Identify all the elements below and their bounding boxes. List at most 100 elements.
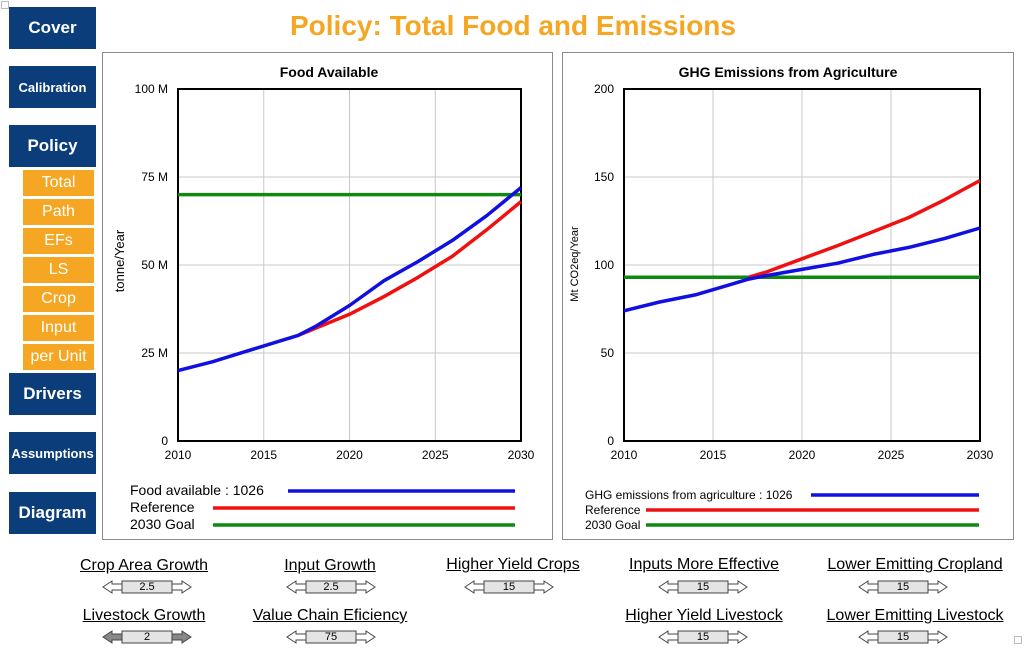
series-line-reference — [297, 200, 523, 338]
slider-value: 15 — [896, 631, 910, 643]
x-tick-label: 2010 — [611, 448, 638, 462]
legend-label: GHG emissions from agriculture : 1026 — [585, 488, 793, 502]
slider-value: 15 — [696, 581, 710, 593]
policy-slider[interactable]: 15 — [858, 630, 948, 644]
slider-track[interactable] — [858, 580, 948, 594]
slider-thumb — [305, 580, 357, 594]
x-tick-label: 2020 — [336, 448, 363, 462]
slider-right-arrow-icon — [727, 630, 748, 644]
window-corner-marker — [1014, 636, 1022, 644]
policy-slider[interactable]: 15 — [658, 630, 748, 644]
chart-title: GHG Emissions from Agriculture — [679, 64, 898, 80]
nav-assumptions-button[interactable]: Assumptions — [9, 432, 96, 474]
slider-value: 75 — [324, 631, 338, 643]
ghg-emissions-chart-panel: GHG Emissions from Agriculture 2010 2015 20… — [562, 52, 1014, 540]
plot-frame — [177, 88, 522, 442]
policy-sub-crop[interactable]: Crop — [23, 286, 94, 312]
policy-slider[interactable]: 75 — [286, 630, 376, 644]
slider-thumb — [121, 630, 173, 644]
slider-track[interactable] — [286, 580, 376, 594]
y-tick-label: 75 M — [141, 170, 168, 184]
slider-value: 2.5 — [139, 581, 155, 593]
food-available-chart: Food Available 2010 2015 2020 2025 2030 0 25 M 5… — [112, 64, 535, 532]
y-tick-label: 50 — [601, 346, 615, 360]
slider-thumb — [677, 630, 729, 644]
policy-slider[interactable]: 15 — [658, 580, 748, 594]
series-line-model — [177, 186, 523, 373]
slider-label: Higher Yield Crops — [446, 556, 580, 573]
slider-label: Livestock Growth — [82, 607, 206, 624]
y-tick-label: 50 M — [141, 258, 168, 272]
policy-sub-ls[interactable]: LS — [23, 257, 94, 283]
window-corner-marker — [1, 1, 9, 9]
slider-track[interactable] — [658, 630, 748, 644]
x-tick-label: 2015 — [250, 448, 277, 462]
slider-right-arrow-icon — [533, 580, 554, 594]
slider-track[interactable] — [286, 630, 376, 644]
slider-left-arrow-icon — [658, 580, 679, 594]
legend-label: Food available : 1026 — [130, 482, 264, 498]
y-axis-label: tonne/Year — [112, 229, 127, 292]
slider-track[interactable] — [658, 580, 748, 594]
chart-title: Food Available — [280, 64, 379, 80]
y-tick-label: 0 — [607, 434, 614, 448]
policy-sub-total[interactable]: Total — [23, 170, 94, 196]
y-tick-label: 25 M — [141, 346, 168, 360]
slider-left-arrow-icon — [102, 580, 123, 594]
slider-left-arrow-icon — [286, 630, 307, 644]
nav-diagram-button[interactable]: Diagram — [9, 492, 96, 534]
policy-slider[interactable]: 2.5 — [102, 580, 192, 594]
y-tick-label: 0 — [161, 434, 168, 448]
slider-label: Higher Yield Livestock — [625, 607, 783, 624]
y-tick-label: 100 — [594, 258, 614, 272]
slider-right-arrow-icon — [927, 630, 948, 644]
x-tick-label: 2020 — [789, 448, 816, 462]
policy-sub-efs[interactable]: EFs — [23, 228, 94, 254]
slider-track[interactable] — [464, 580, 554, 594]
policy-sub-per-unit[interactable]: per Unit — [23, 344, 94, 370]
nav-cover-button[interactable]: Cover — [9, 7, 96, 49]
policy-slider[interactable]: 15 — [858, 580, 948, 594]
slider-right-arrow-icon — [927, 580, 948, 594]
ghg-emissions-chart: GHG Emissions from Agriculture 2010 2015 20… — [569, 64, 994, 532]
food-available-chart-panel: Food Available 2010 2015 2020 2025 2030 0 25 M 5… — [102, 52, 553, 540]
policy-slider[interactable]: 2 — [102, 630, 192, 644]
legend-label: 2030 Goal — [585, 518, 640, 532]
page-title: Policy: Total Food and Emissions — [290, 10, 736, 41]
slider-right-arrow-icon — [171, 630, 192, 644]
y-tick-label: 150 — [594, 170, 614, 184]
policy-sub-input[interactable]: Input — [23, 315, 94, 341]
series-line-reference — [748, 178, 981, 279]
x-tick-label: 2025 — [422, 448, 449, 462]
slider-label: Value Chain Eficiency — [252, 607, 408, 624]
slider-value: 15 — [696, 631, 710, 643]
slider-left-arrow-icon — [464, 580, 485, 594]
slider-track[interactable] — [102, 630, 192, 644]
legend-label: Reference — [585, 503, 641, 517]
nav-policy-button[interactable]: Policy — [9, 125, 96, 167]
slider-thumb — [877, 580, 929, 594]
slider-right-arrow-icon — [727, 580, 748, 594]
nav-calibration-button[interactable]: Calibration — [9, 66, 96, 108]
slider-right-arrow-icon — [355, 630, 376, 644]
slider-label: Inputs More Effective — [629, 556, 779, 573]
policy-slider[interactable]: 2.5 — [286, 580, 376, 594]
legend-label: Reference — [130, 499, 195, 515]
x-tick-label: 2030 — [967, 448, 994, 462]
slider-value: 15 — [502, 581, 516, 593]
x-tick-label: 2015 — [700, 448, 727, 462]
policy-slider[interactable]: 15 — [464, 580, 554, 594]
y-tick-label: 100 M — [135, 82, 168, 96]
policy-sub-path[interactable]: Path — [23, 199, 94, 225]
slider-left-arrow-icon — [858, 630, 879, 644]
slider-thumb — [305, 630, 357, 644]
plot-frame — [623, 88, 981, 442]
slider-right-arrow-icon — [171, 580, 192, 594]
slider-value: 15 — [896, 581, 910, 593]
slider-track[interactable] — [102, 580, 192, 594]
y-axis-label: Mt CO2eq/Year — [569, 226, 581, 302]
slider-label: Lower Emitting Cropland — [827, 556, 1003, 573]
slider-track[interactable] — [858, 630, 948, 644]
nav-drivers-button[interactable]: Drivers — [9, 373, 96, 415]
